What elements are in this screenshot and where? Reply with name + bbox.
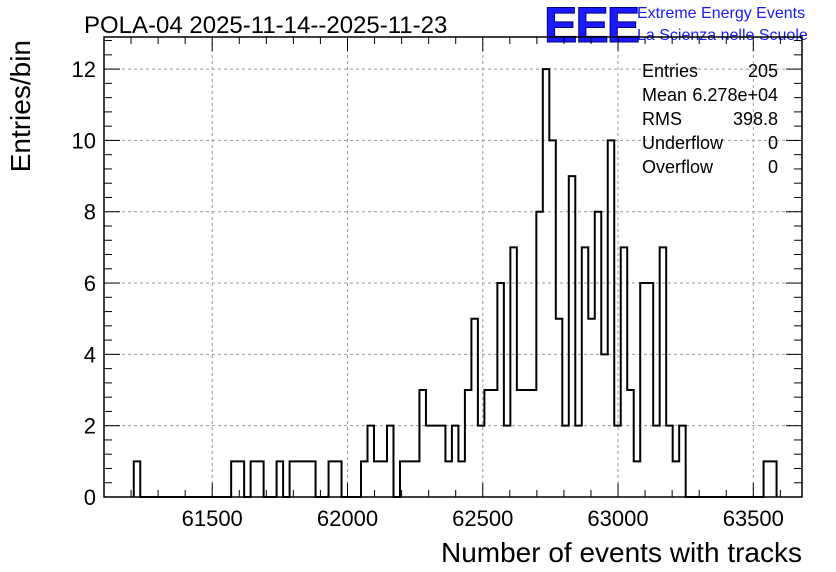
x-axis-title: Number of events with tracks xyxy=(441,537,802,568)
y-axis-ticks: 0 2 4 6 8 10 12 xyxy=(72,40,802,510)
stats-value-entries: 205 xyxy=(748,61,778,81)
stats-value-underflow: 0 xyxy=(768,133,778,153)
eee-logo-line2: La Scienza nelle Scuole xyxy=(637,27,808,44)
y-tick-label: 2 xyxy=(84,414,96,439)
stats-label-overflow: Overflow xyxy=(642,157,714,177)
x-axis-ticks: 61500 62000 62500 63000 63500 xyxy=(103,37,784,531)
y-tick-label: 6 xyxy=(84,271,96,296)
eee-logo-line1: Extreme Energy Events xyxy=(637,5,805,22)
stats-value-overflow: 0 xyxy=(768,157,778,177)
stats-label-mean: Mean xyxy=(642,85,687,105)
y-tick-label: 8 xyxy=(84,200,96,225)
stats-value-mean: 6.278e+04 xyxy=(692,85,778,105)
x-tick-label: 63000 xyxy=(587,506,648,531)
stats-value-rms: 398.8 xyxy=(733,109,778,129)
chart-title: POLA-04 2025-11-14--2025-11-23 xyxy=(84,12,447,39)
stats-label-entries: Entries xyxy=(642,61,698,81)
eee-logo: EEE Extreme Energy Events La Scienza nel… xyxy=(544,0,808,54)
stats-label-rms: RMS xyxy=(642,109,682,129)
grid-lines xyxy=(104,37,802,497)
y-tick-label: 4 xyxy=(84,342,96,367)
plot-frame xyxy=(103,36,803,498)
x-tick-label: 63500 xyxy=(723,506,784,531)
y-axis-title: Entries/bin xyxy=(5,40,36,172)
x-tick-label: 62000 xyxy=(317,506,378,531)
stats-label-underflow: Underflow xyxy=(642,133,724,153)
y-tick-label: 10 xyxy=(72,128,96,153)
stats-box: Entries 205 Mean 6.278e+04 RMS 398.8 Underflow… xyxy=(642,61,778,177)
histogram-outline xyxy=(132,68,778,498)
y-tick-label: 12 xyxy=(72,57,96,82)
x-tick-label: 62500 xyxy=(452,506,513,531)
histogram-series xyxy=(132,68,778,498)
plot-border xyxy=(103,36,803,498)
y-tick-label: 0 xyxy=(84,485,96,510)
x-tick-label: 61500 xyxy=(182,506,243,531)
eee-logo-mark: EEE xyxy=(544,0,639,53)
